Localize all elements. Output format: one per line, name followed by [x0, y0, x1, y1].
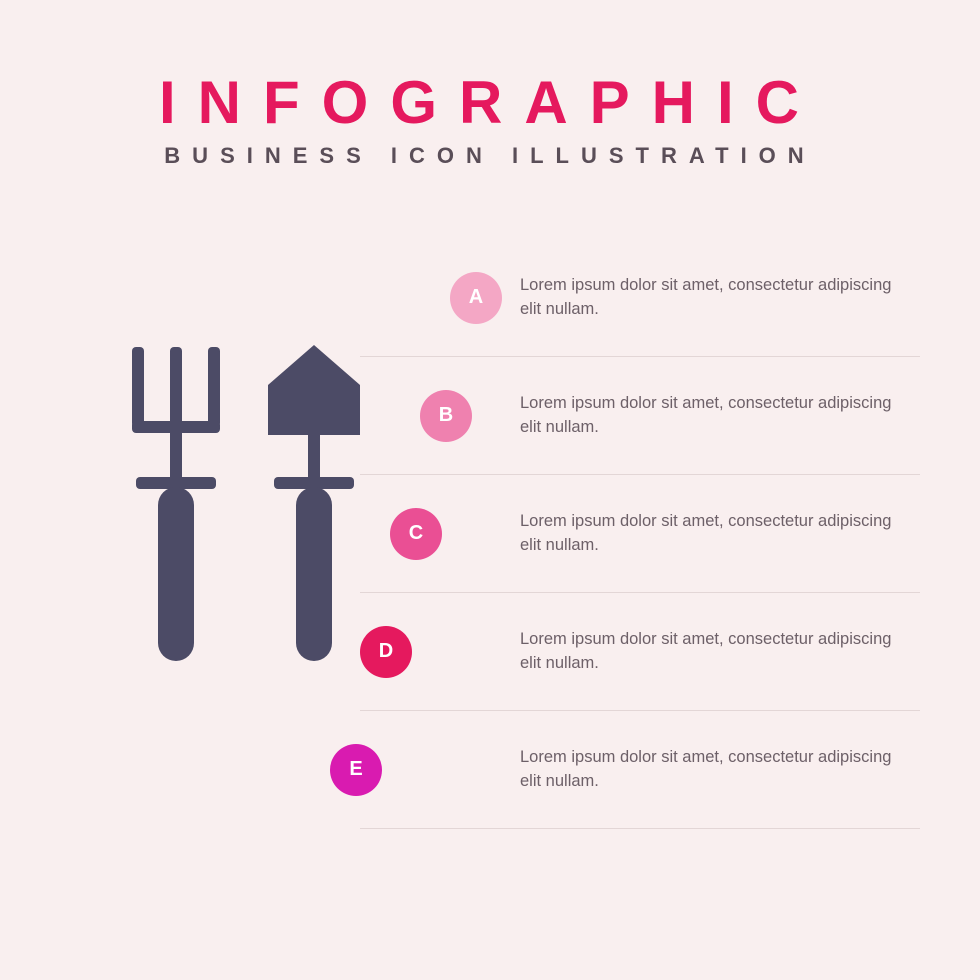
step-item-a: A Lorem ipsum dolor sit amet, consectetu… — [360, 239, 920, 357]
step-text: Lorem ipsum dolor sit amet, consectetur … — [520, 274, 920, 322]
step-badge: D — [360, 626, 412, 678]
content: A Lorem ipsum dolor sit amet, consectetu… — [0, 229, 980, 929]
step-item-c: C Lorem ipsum dolor sit amet, consectetu… — [360, 475, 920, 593]
step-item-e: E Lorem ipsum dolor sit amet, consectetu… — [360, 711, 920, 829]
step-badge: A — [450, 272, 502, 324]
header: INFOGRAPHIC BUSINESS ICON ILLUSTRATION — [0, 0, 980, 169]
step-text: Lorem ipsum dolor sit amet, consectetur … — [520, 746, 920, 794]
page-title: INFOGRAPHIC — [0, 68, 980, 137]
step-item-b: B Lorem ipsum dolor sit amet, consectetu… — [360, 357, 920, 475]
step-text: Lorem ipsum dolor sit amet, consectetur … — [520, 392, 920, 440]
step-badge: E — [330, 744, 382, 796]
step-badge: B — [420, 390, 472, 442]
step-list: A Lorem ipsum dolor sit amet, consectetu… — [360, 239, 920, 829]
page-subtitle: BUSINESS ICON ILLUSTRATION — [0, 143, 980, 169]
garden-tools-icon — [100, 339, 400, 679]
step-badge: C — [390, 508, 442, 560]
step-item-d: D Lorem ipsum dolor sit amet, consectetu… — [360, 593, 920, 711]
step-text: Lorem ipsum dolor sit amet, consectetur … — [520, 628, 920, 676]
step-text: Lorem ipsum dolor sit amet, consectetur … — [520, 510, 920, 558]
